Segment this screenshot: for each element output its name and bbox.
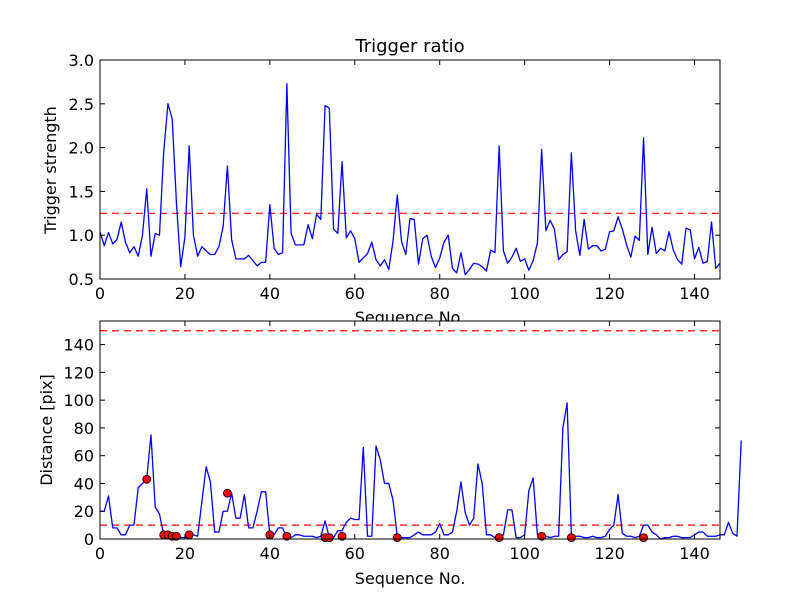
top-y-tick-label: 1.0 xyxy=(69,226,94,245)
bottom-x-tick-label: 100 xyxy=(509,544,540,563)
bottom-outlier-marker xyxy=(184,530,194,540)
bottom-y-tick-label: 80 xyxy=(74,419,94,438)
plot-frame-top xyxy=(99,59,721,280)
bottom-outlier-marker xyxy=(639,533,648,543)
bottom-x-tick-label: 40 xyxy=(260,544,280,563)
top-x-tick-label: 140 xyxy=(679,284,710,303)
bottom-series-line xyxy=(100,402,742,540)
top-x-tick-label: 100 xyxy=(509,284,540,303)
top-y-tick-label: 2.5 xyxy=(69,95,94,114)
bottom-outlier-marker xyxy=(566,533,576,543)
plot-area-bottom xyxy=(100,321,720,539)
top-x-tick-label: 60 xyxy=(345,284,365,303)
bottom-y-tick-label: 120 xyxy=(63,363,94,382)
distance-chart: 0 20 40 60 80 100 120 140 0 20 40 60 80 100 120 140 Se… xyxy=(37,320,742,588)
bottom-outlier-marker xyxy=(494,533,504,543)
top-y-tick-label: 2.0 xyxy=(69,139,94,158)
top-x-tick-label: 40 xyxy=(260,284,280,303)
top-x-tick-label: 20 xyxy=(175,284,195,303)
bottom-y-tick-label: 0 xyxy=(84,530,94,549)
plot-frame-bottom xyxy=(99,320,721,540)
bottom-x-tick-label: 140 xyxy=(679,544,710,563)
bottom-y-tick-label: 20 xyxy=(74,502,94,521)
y-axis-label-top: Trigger strength xyxy=(41,106,60,235)
bottom-outlier-marker xyxy=(324,533,334,543)
bottom-x-tick-label: 60 xyxy=(345,544,365,563)
x-axis-label-bottom: Sequence No. xyxy=(355,569,466,588)
bottom-outlier-marker xyxy=(172,531,181,541)
top-x-tick-label: 80 xyxy=(430,284,450,303)
bottom-y-tick-label: 100 xyxy=(63,391,94,410)
bottom-outlier-marker xyxy=(142,474,152,484)
bottom-x-tick-label: 120 xyxy=(594,544,625,563)
top-y-tick-label: 0.5 xyxy=(69,270,94,289)
y-axis-label-bottom: Distance [pix] xyxy=(37,374,56,486)
top-x-tick-label: 0 xyxy=(95,284,105,303)
bottom-outlier-marker xyxy=(222,488,232,498)
plot-area-top xyxy=(100,60,720,279)
trigger-ratio-chart: Trigger ratio 0 20 40 60 80 100 120 140 0.5 1.0 1… xyxy=(41,36,721,327)
bottom-y-tick-label: 60 xyxy=(74,447,94,466)
bottom-x-tick-label: 20 xyxy=(175,544,195,563)
top-y-tick-label: 1.5 xyxy=(69,182,94,201)
bottom-y-tick-label: 140 xyxy=(63,336,94,355)
top-x-tick-label: 120 xyxy=(594,284,625,303)
top-series-line xyxy=(99,83,721,276)
top-y-tick-label: 3.0 xyxy=(69,51,94,70)
bottom-outlier-marker xyxy=(392,533,402,543)
bottom-y-tick-label: 40 xyxy=(74,474,94,493)
bottom-outlier-marker xyxy=(282,531,292,541)
bottom-x-tick-label: 0 xyxy=(95,544,105,563)
bottom-x-tick-label: 80 xyxy=(430,544,450,563)
bottom-outlier-marker xyxy=(337,531,347,541)
chart-title: Trigger ratio xyxy=(354,36,464,57)
bottom-outlier-marker xyxy=(537,531,547,541)
